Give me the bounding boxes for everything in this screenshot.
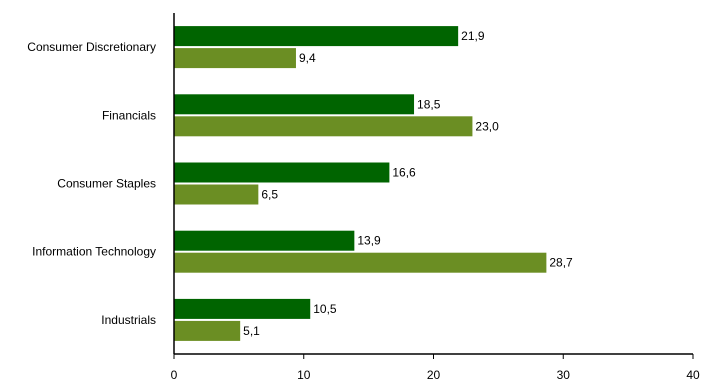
x-tick-label: 30 xyxy=(557,368,571,382)
bar-series-2 xyxy=(174,48,296,69)
x-tick-label: 40 xyxy=(686,368,700,382)
category-label: Information Technology xyxy=(32,245,156,259)
data-label: 21,9 xyxy=(461,29,485,43)
category-label: Financials xyxy=(102,108,156,122)
bar-series-2 xyxy=(174,116,473,137)
bar-series-1 xyxy=(174,298,311,319)
data-label: 10,5 xyxy=(313,302,337,316)
labels-group: Consumer Discretionary 21,9 9,4 Financials 1… xyxy=(27,29,573,338)
category-label: Consumer Staples xyxy=(57,177,156,191)
data-label: 9,4 xyxy=(299,51,316,65)
bar-series-1 xyxy=(174,162,390,183)
data-label: 13,9 xyxy=(357,234,381,248)
data-label: 16,6 xyxy=(392,166,416,180)
bar-series-1 xyxy=(174,26,459,47)
bar-series-2 xyxy=(174,184,259,205)
data-label: 18,5 xyxy=(417,97,441,111)
bar-series-1 xyxy=(174,94,415,115)
x-axis-ticks: 0 10 20 30 40 xyxy=(171,354,700,382)
x-tick-label: 0 xyxy=(171,368,178,382)
category-label: Consumer Discretionary xyxy=(27,40,156,54)
x-tick-label: 10 xyxy=(297,368,311,382)
bar-series-2 xyxy=(174,320,241,341)
bars-group xyxy=(174,26,547,341)
data-label: 5,1 xyxy=(243,324,260,338)
data-label: 23,0 xyxy=(475,119,499,133)
category-label: Industrials xyxy=(101,313,156,327)
data-label: 28,7 xyxy=(549,256,573,270)
bar-series-1 xyxy=(174,230,355,251)
x-tick-label: 20 xyxy=(427,368,441,382)
data-label: 6,5 xyxy=(261,188,278,202)
bar-series-2 xyxy=(174,252,547,273)
